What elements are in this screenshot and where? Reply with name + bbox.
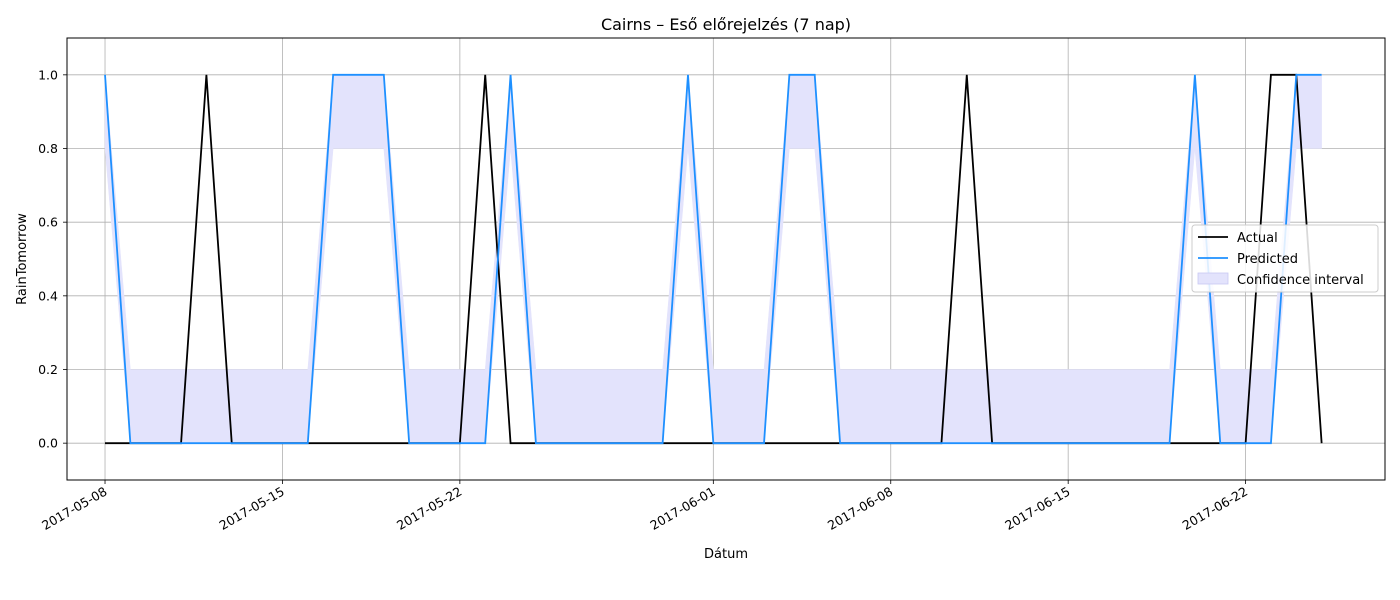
predicted-series-line bbox=[104, 73, 1322, 445]
confidence-band bbox=[104, 74, 1322, 444]
y-tick-label: 0.0 bbox=[38, 436, 58, 451]
x-axis-label: Dátum bbox=[704, 547, 748, 562]
legend-box bbox=[1191, 224, 1379, 293]
y-axis-label: RainTomorrow bbox=[15, 213, 30, 305]
legend-actual-label: Actual bbox=[1237, 231, 1278, 246]
legend-confidence-label: Confidence interval bbox=[1237, 273, 1364, 288]
y-tick-label: 0.2 bbox=[38, 362, 58, 377]
plot-frame bbox=[66, 37, 1386, 481]
series-lines-layer bbox=[104, 73, 1323, 445]
y-tick-label: 0.4 bbox=[38, 288, 58, 303]
y-axis: 0.0 0.2 0.4 0.6 0.8 1.0 bbox=[38, 67, 67, 451]
legend-predicted-label: Predicted bbox=[1237, 252, 1298, 267]
y-tick-label: 1.0 bbox=[38, 67, 58, 82]
legend-confidence-swatch bbox=[1197, 272, 1229, 285]
y-tick-label: 0.8 bbox=[38, 141, 58, 156]
confidence-band-layer bbox=[104, 74, 1322, 444]
legend: Actual Predicted Confidence interval bbox=[1191, 224, 1379, 293]
chart-title: Cairns – Eső előrejelzés (7 nap) bbox=[601, 15, 851, 34]
y-tick-label: 0.6 bbox=[38, 215, 58, 230]
